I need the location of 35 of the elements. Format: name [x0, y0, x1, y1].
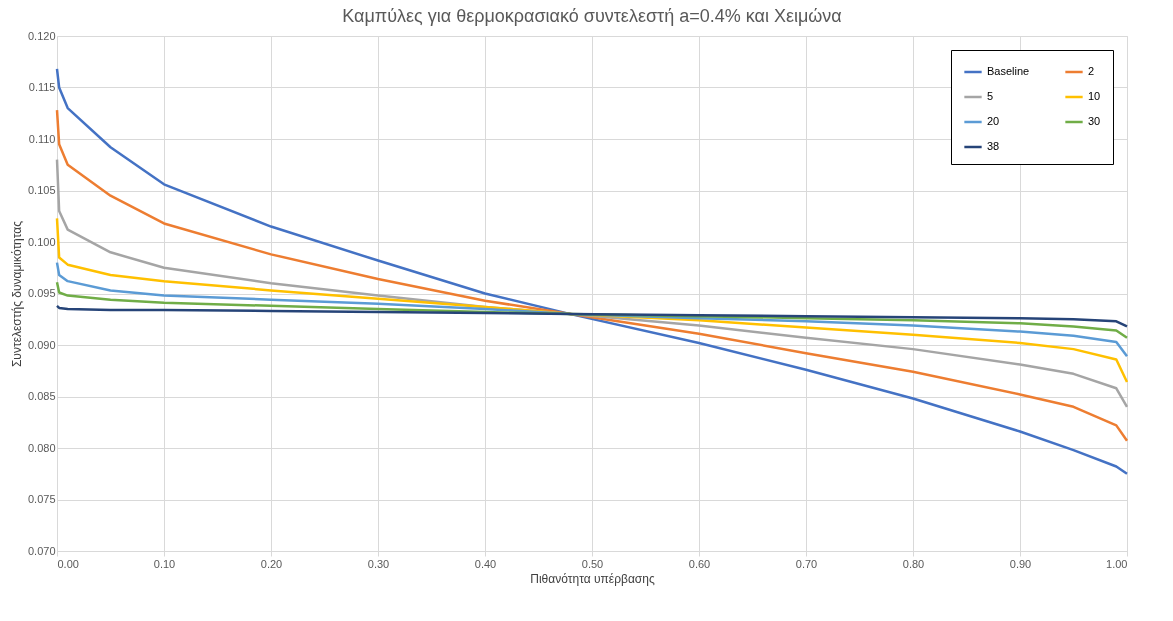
legend-label: 20 — [987, 115, 1000, 127]
legend-label: Baseline — [987, 65, 1030, 77]
y-tick-label: 0.100 — [27, 235, 56, 248]
x-tick-label: 1.00 — [1106, 557, 1128, 570]
x-tick-label: 0.90 — [1009, 557, 1032, 570]
y-tick-label: 0.070 — [27, 544, 56, 557]
y-tick-label: 0.080 — [27, 441, 56, 454]
legend-label: 5 — [987, 90, 994, 102]
x-tick-label: 0.30 — [367, 557, 390, 570]
x-tick-label: 0.50 — [581, 557, 604, 570]
x-tick-label: 0.60 — [688, 557, 711, 570]
y-tick-label: 0.095 — [27, 287, 56, 299]
line-series — [55, 67, 1129, 475]
y-axis-title: Συντελεστής δυναμικότητας — [9, 220, 24, 368]
legend-label: 30 — [1088, 115, 1101, 127]
x-axis-title: Πιθανότητα υπέρβασης — [530, 571, 655, 586]
legend-label: 38 — [987, 140, 1000, 152]
x-tick-label: 0.20 — [260, 557, 283, 570]
line-series — [55, 304, 1129, 328]
y-tick-label: 0.105 — [27, 184, 56, 196]
y-tick-label: 0.085 — [27, 390, 56, 402]
y-tick-label: 0.110 — [28, 132, 56, 145]
x-tick-label: 0.80 — [902, 557, 925, 570]
y-tick-label: 0.120 — [27, 29, 56, 42]
legend-label: 2 — [1088, 65, 1095, 77]
x-tick-label: 0.10 — [153, 557, 176, 570]
line-series — [55, 108, 1129, 443]
y-tick-label: 0.075 — [27, 493, 56, 505]
x-tick-label: 0.40 — [474, 557, 497, 570]
x-tick-label: 0.00 — [57, 557, 79, 570]
y-tick-label: 0.115 — [28, 81, 56, 93]
legend-label: 10 — [1088, 90, 1101, 102]
chart-title: Καμπύλες για θερμοκρασιακό συντελεστή a=0.4% και Χειμώνα — [342, 6, 842, 26]
y-tick-label: 0.090 — [27, 338, 56, 351]
x-tick-label: 0.70 — [795, 557, 818, 570]
